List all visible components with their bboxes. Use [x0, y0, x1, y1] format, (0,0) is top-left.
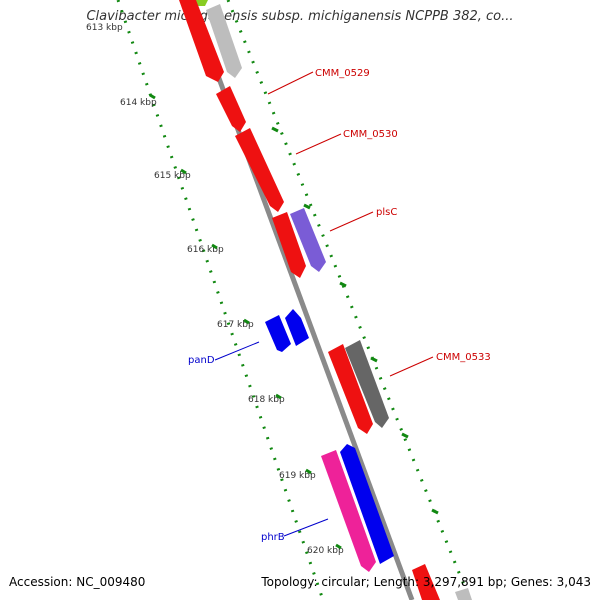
gene-label-cmm-0533[interactable]: CMM_0533: [436, 352, 491, 363]
tick-label: 619 kbp: [279, 471, 316, 481]
tick-label: 616 kbp: [187, 245, 224, 255]
tick-mark: [401, 432, 409, 439]
tick-label: 614 kbp: [120, 98, 157, 108]
tick-mark: [180, 168, 187, 175]
outer-track: [226, 0, 472, 600]
gene-arrow[interactable]: [179, 0, 224, 82]
tick-marks: 613 kbp 614 kbp 615 kbp 616 kbp 617 kbp …: [86, 23, 439, 556]
gene-arrow[interactable]: [235, 128, 284, 212]
gene-label-cmm-0529[interactable]: CMM_0529: [315, 68, 370, 79]
gene-arrow[interactable]: [328, 344, 373, 434]
gene-arrow[interactable]: [321, 450, 376, 572]
tick-mark: [335, 543, 342, 550]
tick-label: 613 kbp: [86, 23, 123, 33]
tick-mark: [243, 318, 250, 325]
leader-line: [283, 518, 329, 537]
gene-arrow[interactable]: [285, 309, 309, 346]
gene-label-pand[interactable]: panD: [188, 355, 215, 366]
gene-arrow[interactable]: [340, 444, 394, 564]
tick-mark: [275, 393, 282, 400]
tick-label: 618 kbp: [248, 395, 285, 405]
tick-mark: [211, 243, 218, 250]
gene-arrow[interactable]: [272, 212, 306, 278]
tick-label: 620 kbp: [307, 546, 344, 556]
gene-arrow[interactable]: [290, 208, 326, 272]
gene-features[interactable]: [179, 0, 472, 600]
tick-mark: [303, 203, 311, 210]
tick-label: 617 kbp: [217, 320, 254, 330]
leader-line: [295, 133, 342, 155]
tick-mark: [305, 468, 312, 475]
leader-line: [214, 341, 260, 361]
gene-label-cmm-0530[interactable]: CMM_0530: [343, 129, 398, 140]
gene-arrow[interactable]: [265, 315, 291, 352]
gene-arrow[interactable]: [216, 86, 246, 132]
gene-arrow[interactable]: [345, 340, 389, 428]
tick-mark: [431, 508, 439, 515]
genome-summary: Topology: circular; Length: 3,297,891 bp…: [261, 575, 591, 589]
gene-label-plsc[interactable]: plsC: [376, 207, 397, 218]
accession-label: Accession: NC_009480: [9, 575, 146, 589]
gene-arrow[interactable]: [206, 4, 242, 78]
coordinate-track-dots: [116, 0, 325, 600]
coordinate-track: [116, 0, 325, 600]
tick-mark: [149, 93, 156, 100]
tick-label: 615 kbp: [154, 171, 191, 181]
tick-mark: [370, 356, 378, 363]
leader-line: [267, 71, 314, 95]
gene-labels: CMM_0529 CMM_0530 plsC CMM_0533 panD phr…: [188, 68, 491, 543]
leader-line: [389, 356, 434, 377]
gene-arrow[interactable]: [455, 588, 472, 600]
gene-arrow[interactable]: [412, 564, 440, 600]
gene-label-phrb[interactable]: phrB: [261, 532, 285, 543]
tick-mark: [271, 126, 279, 133]
leader-line: [329, 211, 374, 232]
outer-track-dots: [226, 0, 472, 600]
tick-mark: [339, 281, 347, 288]
